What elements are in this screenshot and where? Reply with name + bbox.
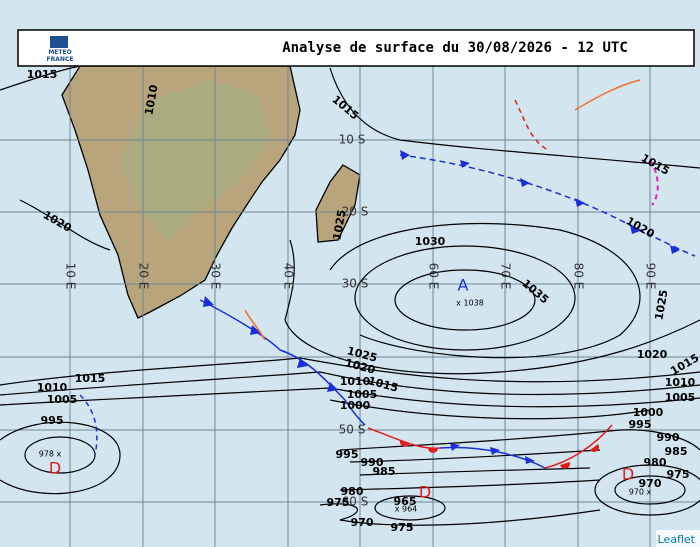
center-value: x 1038 [456, 299, 484, 308]
lon-labels: 10 E 20 E 30 E 40 E 60 E 70 E 80 E 90 E [64, 263, 658, 290]
high-letter: A [458, 276, 469, 295]
isobar-label: 1005 [347, 388, 378, 401]
center-value: 978 x [39, 450, 62, 459]
terrain [120, 80, 270, 240]
attribution-box [656, 530, 700, 547]
isobar-label: 1010 [665, 376, 696, 389]
isobar-label: 1000 [340, 399, 371, 412]
low-letter: D [419, 483, 431, 502]
logo: METEO [48, 49, 71, 56]
isobar-label: 975 [391, 521, 414, 534]
isobar-label: 995 [336, 448, 359, 461]
isobar-label: 985 [665, 445, 688, 458]
isobars [0, 65, 700, 526]
logo-mark [50, 36, 68, 48]
isobar-label: 980 [341, 485, 364, 498]
lat-label: 10 S [339, 133, 366, 147]
lon-label: 10 E [64, 263, 78, 290]
madagascar [315, 164, 361, 243]
isobar-label: 975 [327, 496, 350, 509]
lon-label: 30 E [209, 263, 223, 290]
lon-label: 70 E [499, 263, 513, 290]
isobar-label: 1015 [27, 68, 58, 81]
lat-label: 30 S [342, 277, 369, 291]
lon-label: 80 E [572, 263, 586, 290]
isobar-label: 970 [639, 477, 662, 490]
logo: FRANCE [47, 56, 74, 63]
isobar-label: 1015 [75, 372, 106, 385]
lat-labels: 10 S 20 S 30 S 50 S 60 S [339, 133, 369, 509]
isobar-label: 970 [351, 516, 374, 529]
isobar-label: 1000 [633, 406, 664, 419]
center-value: 970 x [629, 488, 652, 497]
isobar-label: 1005 [47, 393, 78, 406]
lon-label: 20 E [137, 263, 151, 290]
isobar-label: 1025 [330, 209, 348, 241]
center-value: x 964 [395, 505, 418, 514]
attribution[interactable]: Leaflet [658, 533, 696, 546]
isobar-label: 1010 [37, 381, 68, 394]
isobar-label: 975 [667, 468, 690, 481]
isobar-label: 985 [373, 465, 396, 478]
pressure-centers: A x 1038 D 978 x D x 964 D 970 x [39, 276, 652, 514]
lat-label: 20 S [342, 205, 369, 219]
fronts [79, 79, 696, 469]
low-letter: D [622, 465, 634, 484]
isobar-label: 1025 [652, 289, 670, 321]
isobar-label: 995 [629, 418, 652, 431]
lon-label: 40 E [282, 263, 296, 290]
isobar-label: 995 [41, 414, 64, 427]
isobar-label: 1020 [637, 348, 668, 361]
title: Analyse de surface du 30/08/2026 - 12 UT… [282, 40, 628, 56]
isobar-label: 980 [644, 456, 667, 469]
isobar-label: 1005 [665, 391, 696, 404]
lat-label: 50 S [339, 423, 366, 437]
lat-label: 60 S [342, 495, 369, 509]
low-letter: D [49, 459, 61, 478]
isobar-label: 990 [657, 431, 680, 444]
lon-label: 90 E [644, 263, 658, 290]
isobar-label: 1010 [340, 375, 371, 388]
graticule [0, 66, 700, 547]
isobar-label: 965 [394, 495, 417, 508]
title-box [17, 29, 695, 67]
isobar-label: 1010 [142, 83, 160, 116]
isobar-label: 1030 [415, 235, 446, 248]
isobar-label: 990 [361, 456, 384, 469]
lon-label: 60 E [427, 263, 441, 290]
